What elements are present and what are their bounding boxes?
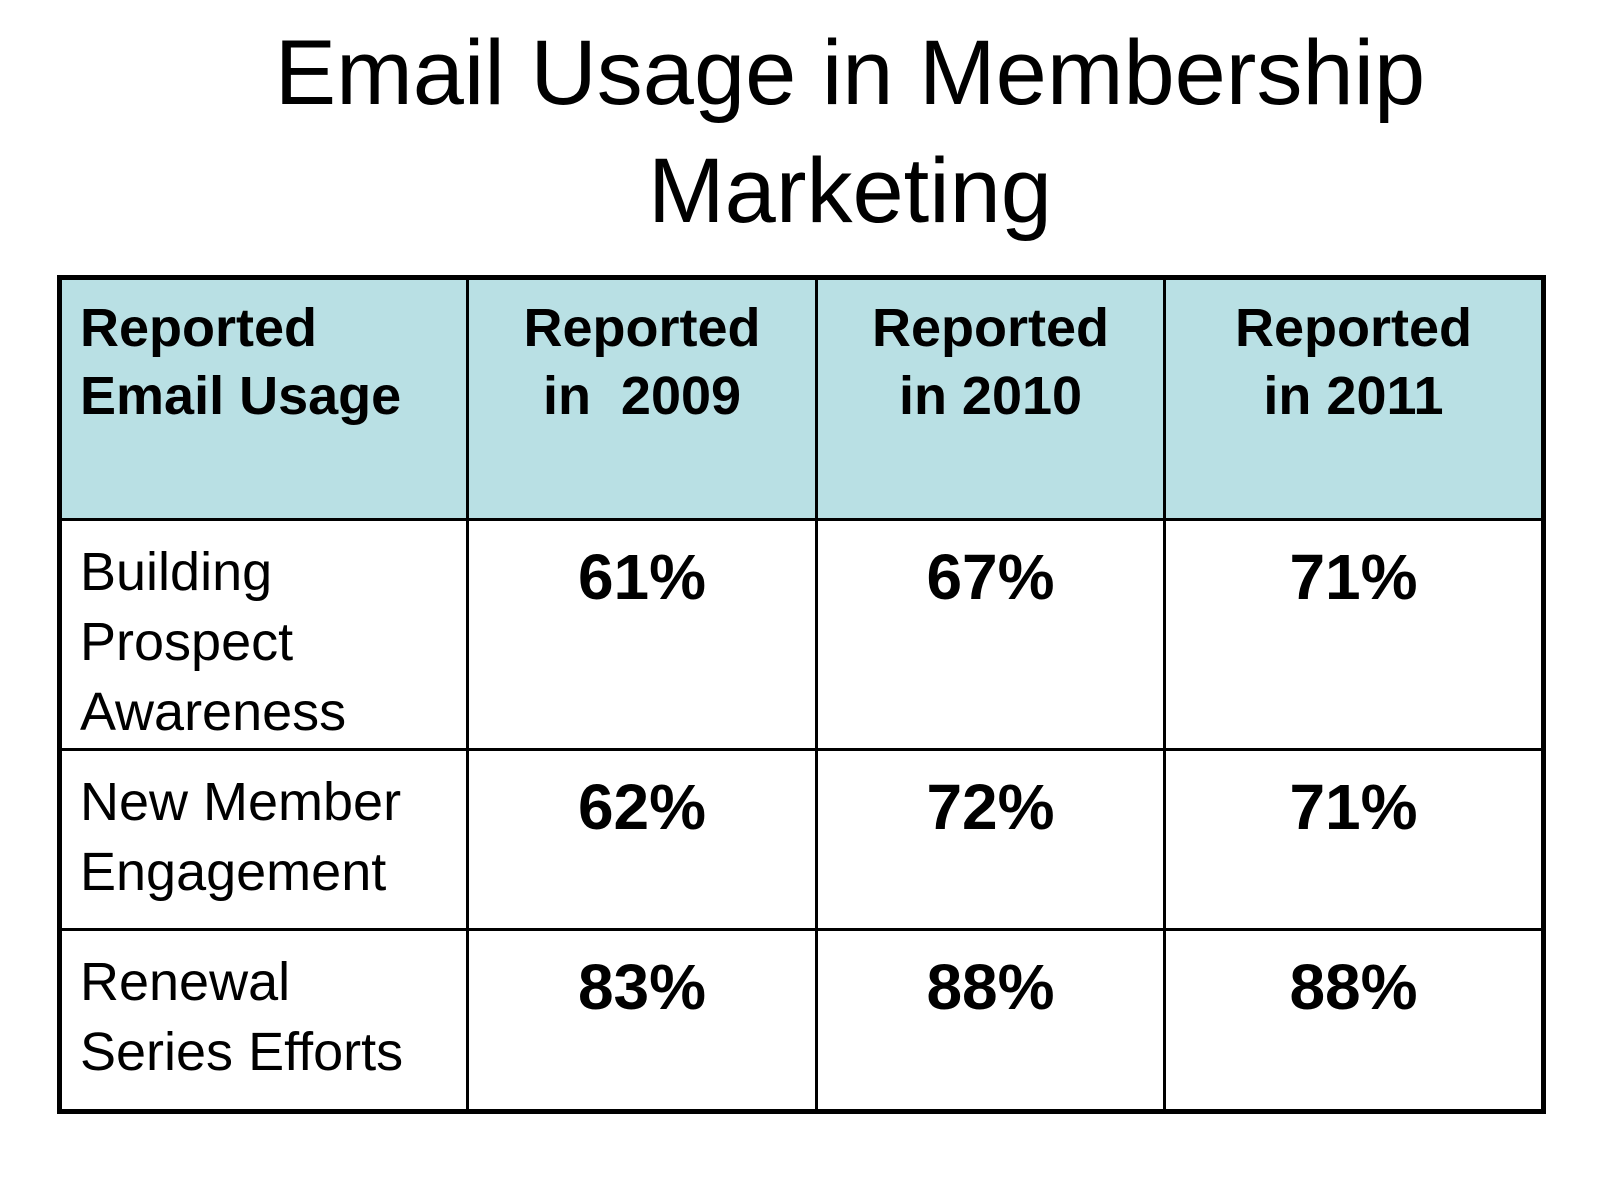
value-prospect-2010: 67% (815, 518, 1166, 751)
table-row: Renewal Series Efforts 83% 88% 88% (58, 928, 1545, 1113)
row-label-line: Building (80, 542, 273, 602)
row-label-line: New Member (80, 772, 402, 832)
table-header-row: Reported Email Usage Reported in 2009 Re… (58, 276, 1545, 521)
value-engagement-2011: 71% (1163, 748, 1545, 931)
title-line-2: Marketing (648, 140, 1052, 242)
header-2010: Reported in 2010 (815, 276, 1166, 521)
row-label-line: Renewal (80, 952, 291, 1012)
email-usage-table: Reported Email Usage Reported in 2009 Re… (57, 275, 1546, 1114)
header-2011: Reported in 2011 (1163, 276, 1545, 521)
header-2010-line-2: in 2010 (898, 366, 1083, 426)
header-2009: Reported in 2009 (466, 276, 818, 521)
header-2011-line-2: in 2011 (1263, 366, 1444, 426)
row-label-prospect-awareness: Building Prospect Awareness (58, 518, 469, 751)
header-2009-line-1: Reported (523, 298, 761, 358)
value-engagement-2010: 72% (815, 748, 1166, 931)
row-label-line: Prospect (80, 612, 294, 672)
header-2011-line-1: Reported (1234, 298, 1472, 358)
header-email-usage: Reported Email Usage (58, 276, 469, 521)
row-label-line: Awareness (80, 682, 347, 742)
value-renewal-2011: 88% (1163, 928, 1545, 1113)
table-row: Building Prospect Awareness 61% 67% 71% (58, 518, 1545, 751)
table-row: New Member Engagement 62% 72% 71% (58, 748, 1545, 931)
value-renewal-2010: 88% (815, 928, 1166, 1113)
header-email-usage-line-2: Email Usage (80, 366, 402, 426)
header-2009-line-2: in 2009 (542, 366, 742, 426)
value-prospect-2011: 71% (1163, 518, 1545, 751)
value-engagement-2009: 62% (466, 748, 818, 931)
value-renewal-2009: 83% (466, 928, 818, 1113)
row-label-line: Series Efforts (80, 1022, 404, 1082)
row-label-new-member-engagement: New Member Engagement (58, 748, 469, 931)
header-email-usage-line-1: Reported (80, 298, 318, 358)
title-line-1: Email Usage in Membership (274, 22, 1426, 124)
header-2010-line-1: Reported (871, 298, 1109, 358)
row-label-renewal-series: Renewal Series Efforts (58, 928, 469, 1113)
row-label-line: Engagement (80, 842, 387, 902)
value-prospect-2009: 61% (466, 518, 818, 751)
slide-title: Email Usage in Membership Marketing (200, 14, 1500, 250)
